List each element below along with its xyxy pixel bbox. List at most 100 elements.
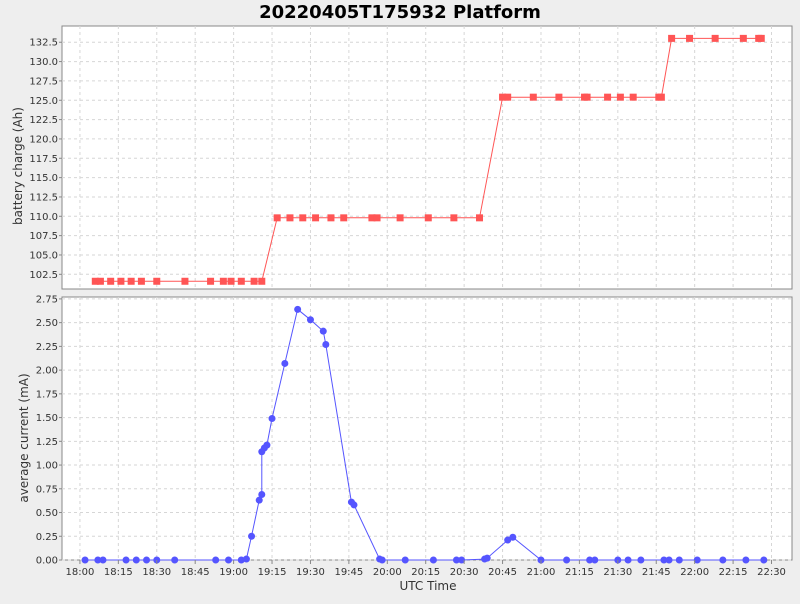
bottom-data-point	[665, 556, 673, 564]
bottom-data-point	[693, 556, 701, 564]
top-data-point	[96, 277, 104, 285]
top-data-point	[107, 277, 115, 285]
bottom-data-point	[624, 556, 632, 564]
top-y-tick-label: 105.0	[29, 250, 58, 261]
bottom-data-point	[504, 536, 512, 544]
bottom-data-point	[81, 556, 89, 564]
bottom-data-point	[719, 556, 727, 564]
top-data-point	[250, 277, 258, 285]
bottom-data-point	[401, 556, 409, 564]
bottom-plot-area	[61, 296, 793, 561]
bottom-data-point	[452, 556, 460, 564]
bottom-data-point	[319, 327, 327, 335]
top-y-tick-label: 125.0	[29, 96, 58, 107]
top-data-point	[739, 34, 747, 42]
top-y-tick-label: 127.5	[29, 76, 58, 87]
bottom-data-point	[171, 556, 179, 564]
top-data-point	[396, 214, 404, 222]
bottom-y-tick-label: 0.25	[36, 532, 58, 543]
bottom-data-point	[294, 305, 302, 313]
bottom-y-tick-label: 2.25	[36, 342, 58, 353]
top-data-point	[373, 214, 381, 222]
bottom-data-point	[378, 556, 386, 564]
top-data-point	[91, 277, 99, 285]
top-y-tick-label: 122.5	[29, 115, 58, 126]
x-tick-label: 21:00	[527, 567, 556, 578]
top-data-point	[299, 214, 307, 222]
top-data-point	[583, 93, 591, 101]
top-data-point	[711, 34, 719, 42]
top-data-point	[450, 214, 458, 222]
bottom-data-point	[591, 556, 599, 564]
top-data-point	[499, 93, 507, 101]
bottom-y-tick-label: 1.00	[36, 461, 58, 472]
top-y-tick-label: 115.0	[29, 173, 58, 184]
x-tick-label: 18:15	[104, 567, 133, 578]
bottom-data-point	[429, 556, 437, 564]
top-y-tick-label: 117.5	[29, 154, 58, 165]
bottom-data-point	[248, 532, 256, 540]
bottom-data-point	[322, 340, 330, 348]
top-data-point	[529, 93, 537, 101]
top-data-point	[286, 214, 294, 222]
bottom-y-tick-label: 1.75	[36, 389, 58, 400]
top-data-point	[340, 214, 348, 222]
bottom-data-point	[242, 555, 250, 563]
top-data-point	[237, 277, 245, 285]
bottom-data-point	[94, 556, 102, 564]
bottom-y-tick-label: 2.00	[36, 366, 58, 377]
bottom-data-point	[509, 533, 517, 541]
bottom-y-tick-label: 2.50	[36, 318, 58, 329]
bottom-data-point	[258, 490, 266, 498]
bottom-data-point	[224, 556, 232, 564]
x-tick-label: 22:30	[757, 567, 786, 578]
bottom-data-point	[143, 556, 151, 564]
top-y-tick-label: 130.0	[29, 57, 58, 68]
x-tick-label: 19:45	[334, 567, 363, 578]
bottom-data-point	[760, 556, 768, 564]
top-data-point	[219, 277, 227, 285]
top-y-tick-label: 102.5	[29, 270, 58, 281]
x-tick-label: 20:00	[373, 567, 402, 578]
x-tick-label: 20:45	[488, 567, 517, 578]
x-tick-label: 19:15	[258, 567, 287, 578]
bottom-data-point	[675, 556, 683, 564]
bottom-y-tick-label: 2.75	[36, 294, 58, 305]
x-tick-label: 20:30	[450, 567, 479, 578]
bottom-data-point	[212, 556, 220, 564]
bottom-data-point	[586, 556, 594, 564]
x-tick-label: 22:15	[719, 567, 748, 578]
bottom-data-point	[263, 441, 271, 449]
x-axis-label: UTC Time	[400, 579, 457, 593]
x-tick-label: 19:30	[296, 567, 325, 578]
x-tick-label: 21:15	[565, 567, 594, 578]
x-tick-label: 21:30	[603, 567, 632, 578]
x-tick-label: 18:00	[66, 567, 95, 578]
top-data-point	[604, 93, 612, 101]
top-data-point	[327, 214, 335, 222]
chart-title: 20220405T175932 Platform	[259, 2, 541, 23]
top-data-point	[207, 277, 215, 285]
x-tick-label: 18:45	[181, 567, 210, 578]
top-data-point	[137, 277, 145, 285]
top-data-point	[616, 93, 624, 101]
top-data-point	[668, 34, 676, 42]
top-data-point	[227, 277, 235, 285]
bottom-data-point	[742, 556, 750, 564]
bottom-data-point	[637, 556, 645, 564]
bottom-data-point	[99, 556, 107, 564]
bottom-data-point	[132, 556, 140, 564]
bottom-data-point	[458, 556, 466, 564]
top-y-tick-label: 110.0	[29, 212, 58, 223]
top-data-point	[258, 277, 266, 285]
top-data-point	[424, 214, 432, 222]
bottom-data-point	[350, 501, 358, 509]
top-data-point	[312, 214, 320, 222]
bottom-data-point	[268, 415, 276, 423]
bottom-data-point	[281, 359, 289, 367]
top-data-point	[117, 277, 125, 285]
top-y-tick-label: 107.5	[29, 231, 58, 242]
top-data-point	[273, 214, 281, 222]
bottom-y-axis-label: average current (mA)	[17, 373, 31, 502]
